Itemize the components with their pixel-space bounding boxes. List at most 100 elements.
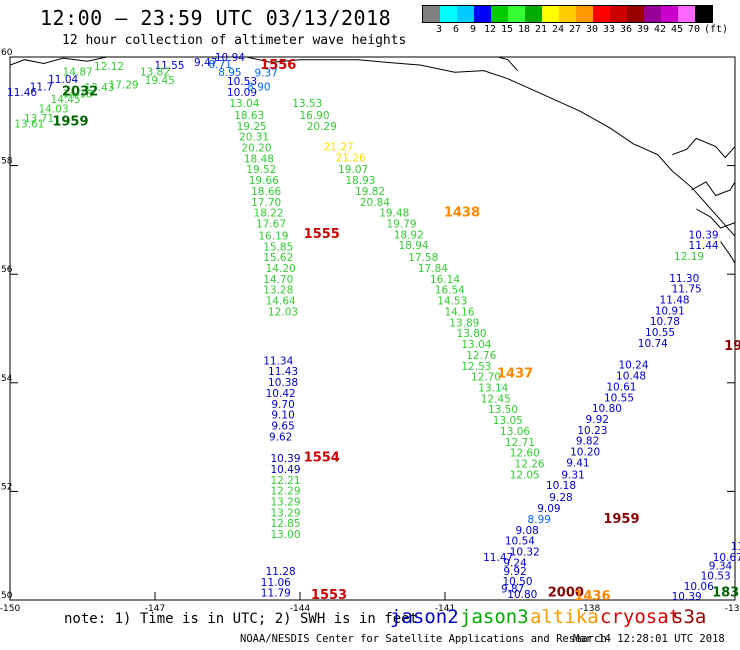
wave-height-reading[interactable]: 13.43 [84,82,114,94]
wave-height-reading[interactable]: 9.92 [586,414,609,426]
wave-height-reading[interactable]: 11.7 [30,82,53,94]
wave-height-reading[interactable]: 11.44 [689,240,719,252]
wave-height-reading[interactable]: 9.09 [537,503,560,515]
wave-height-reading[interactable]: 17.70 [251,197,281,209]
wave-height-reading[interactable]: 14.03 [38,103,68,115]
wave-height-reading[interactable]: 10.80 [507,589,537,601]
wave-height-reading[interactable]: 9.10 [271,410,294,422]
wave-height-reading[interactable]: 13.29 [270,507,300,519]
wave-height-reading[interactable]: 13.05 [493,415,523,427]
wave-height-reading[interactable]: 20.20 [241,142,271,154]
wave-height-reading[interactable]: 17.84 [418,263,448,275]
wave-height-reading[interactable]: 11.34 [263,355,293,367]
wave-height-reading[interactable]: 10.39 [689,229,719,241]
wave-height-reading[interactable]: 13.28 [263,285,293,297]
wave-height-reading[interactable]: 19.82 [355,186,385,198]
wave-height-reading[interactable]: 13.00 [270,529,300,541]
wave-height-reading[interactable]: 12.70 [471,372,501,384]
wave-height-reading[interactable]: 17.67 [256,219,286,231]
wave-height-reading[interactable]: 11.43 [268,366,298,378]
wave-height-reading[interactable]: 18.94 [399,240,429,252]
wave-height-reading[interactable]: 10.06 [684,581,714,593]
wave-height-reading[interactable]: 11.28 [266,566,296,578]
wave-height-reading[interactable]: 10.20 [570,447,600,459]
wave-height-reading[interactable]: 18.48 [244,153,274,165]
wave-height-reading[interactable]: 14.18 [63,89,93,101]
wave-height-reading[interactable]: 13.80 [457,328,487,340]
wave-height-reading[interactable]: 10.09 [227,87,257,99]
wave-height-reading[interactable]: 11.30 [669,273,699,285]
wave-height-reading[interactable]: 10.49 [270,464,300,476]
wave-height-reading[interactable]: 10.38 [268,377,298,389]
wave-height-reading[interactable]: 13.29 [270,497,300,509]
wave-height-reading[interactable]: 13.50 [488,404,518,416]
wave-height-reading[interactable]: 18.22 [254,208,284,220]
wave-height-reading[interactable]: 20.31 [239,132,269,144]
wave-height-reading[interactable]: 9.47 [194,57,217,69]
wave-height-reading[interactable]: 12.05 [510,469,540,481]
wave-height-reading[interactable]: 11 [731,541,740,553]
wave-height-reading[interactable]: 10.74 [638,338,668,350]
wave-height-reading[interactable]: 17.29 [109,79,139,91]
wave-height-reading[interactable]: 16.19 [258,230,288,242]
wave-height-reading[interactable]: 10.80 [592,403,622,415]
wave-height-reading[interactable]: 10.50 [502,576,532,588]
wave-height-reading[interactable]: 19.07 [338,164,368,176]
wave-height-reading[interactable]: 18.66 [251,186,281,198]
wave-height-reading[interactable]: 21.26 [336,152,366,164]
wave-height-reading[interactable]: 9.82 [576,436,599,448]
wave-height-reading[interactable]: 14.45 [51,94,81,106]
wave-height-reading[interactable]: 13.04 [461,339,491,351]
wave-height-reading[interactable]: 12.76 [466,350,496,362]
wave-height-reading[interactable]: 12.53 [461,361,491,373]
wave-height-reading[interactable]: 11.46 [7,87,37,99]
wave-height-reading[interactable]: 13.06 [500,426,530,438]
wave-height-reading[interactable]: 13.82 [140,66,170,78]
wave-height-reading[interactable]: 14.70 [263,274,293,286]
wave-height-reading[interactable]: 12.26 [515,459,545,471]
wave-height-reading[interactable]: 14.53 [437,296,467,308]
wave-height-reading[interactable]: 10.61 [606,381,636,393]
wave-height-reading[interactable]: 9.24 [503,557,527,569]
wave-height-reading[interactable]: 9.65 [271,420,294,432]
wave-height-reading[interactable]: 10.78 [650,316,680,328]
wave-height-reading[interactable]: 13.89 [449,317,479,329]
wave-height-reading[interactable]: 9.87 [501,583,524,595]
wave-height-reading[interactable]: 20.84 [360,197,390,209]
wave-height-reading[interactable]: 18.63 [234,110,264,122]
wave-height-reading[interactable]: 12.60 [510,448,540,460]
wave-height-reading[interactable]: 9.37 [254,68,277,80]
wave-height-reading[interactable]: 9.31 [561,469,584,481]
wave-height-reading[interactable]: 12.19 [674,251,704,263]
wave-height-reading[interactable]: 13.71 [24,113,54,125]
wave-height-reading[interactable]: 15.62 [263,252,293,264]
wave-height-reading[interactable]: 19.25 [237,121,267,133]
wave-height-reading[interactable]: 12.45 [481,393,511,405]
wave-height-reading[interactable]: 9.08 [515,525,538,537]
wave-height-reading[interactable]: 12.03 [268,306,298,318]
wave-height-reading[interactable]: 19.48 [379,208,409,220]
wave-height-reading[interactable]: 12.12 [94,61,124,73]
wave-height-reading[interactable]: 19.45 [145,75,175,87]
wave-height-reading[interactable]: 14.16 [444,306,474,318]
wave-height-reading[interactable]: 8.99 [528,514,551,526]
wave-height-reading[interactable]: 13.53 [292,98,322,110]
wave-height-reading[interactable]: 10.48 [616,371,646,383]
wave-height-reading[interactable]: 12.21 [270,475,300,487]
wave-height-reading[interactable]: 8.90 [247,82,270,94]
wave-height-reading[interactable]: 11.04 [48,74,78,86]
wave-height-reading[interactable]: 12.29 [270,486,300,498]
wave-height-reading[interactable]: 11.48 [660,295,690,307]
wave-height-reading[interactable]: 14.20 [266,263,296,275]
wave-height-reading[interactable]: 20.29 [307,121,337,133]
wave-height-reading[interactable]: 16.14 [430,274,460,286]
wave-height-reading[interactable]: 9.41 [566,457,589,469]
wave-height-reading[interactable]: 19.52 [246,164,276,176]
wave-height-reading[interactable]: 18.92 [394,229,424,241]
wave-height-reading[interactable]: 10.53 [227,76,257,88]
wave-height-reading[interactable]: 19.79 [386,219,416,231]
wave-height-reading[interactable]: 10.18 [546,480,576,492]
wave-height-reading[interactable]: 10.39 [672,591,702,603]
wave-height-reading[interactable]: 11.75 [672,284,702,296]
